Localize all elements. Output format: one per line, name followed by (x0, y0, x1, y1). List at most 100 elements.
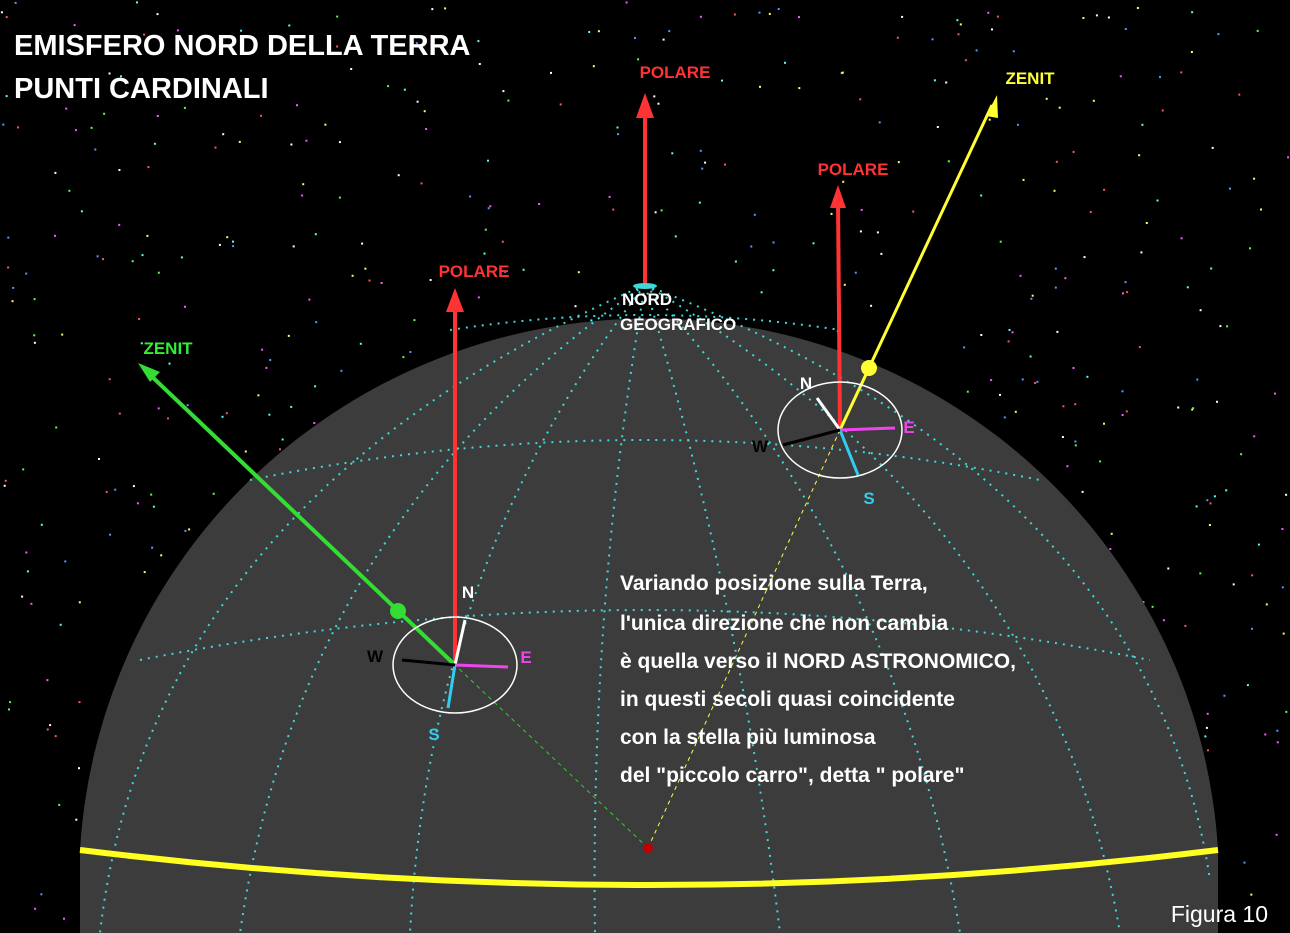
star (1199, 572, 1201, 574)
star (1082, 491, 1084, 493)
star (1152, 606, 1154, 608)
star (154, 143, 156, 145)
star (187, 404, 189, 406)
star (963, 346, 965, 348)
star (675, 235, 677, 237)
star (1141, 124, 1143, 126)
star (1159, 76, 1161, 78)
explanation-line: l'unica direzione che non cambia (620, 612, 949, 635)
star (844, 284, 846, 286)
star (1023, 179, 1025, 181)
star (257, 394, 259, 396)
star (160, 554, 162, 556)
star (41, 524, 43, 526)
star (478, 296, 480, 298)
star (181, 256, 183, 258)
star (880, 253, 882, 255)
observer (390, 603, 406, 619)
star (948, 160, 950, 162)
star (61, 334, 63, 336)
star (232, 245, 234, 247)
star (1214, 495, 1216, 497)
star (1223, 695, 1225, 697)
star (477, 40, 479, 42)
star (213, 493, 215, 495)
star (1226, 325, 1228, 327)
star (721, 80, 723, 82)
star (1274, 393, 1276, 395)
star (308, 299, 310, 301)
star (901, 16, 903, 18)
star (425, 128, 427, 130)
star (40, 893, 42, 895)
star (119, 413, 121, 415)
star (1062, 405, 1064, 407)
star (245, 451, 247, 453)
star (17, 126, 19, 128)
star (999, 394, 1001, 396)
star (430, 279, 432, 281)
star (1046, 98, 1048, 100)
star (855, 272, 857, 274)
star (1015, 411, 1017, 413)
star (64, 560, 66, 562)
star (772, 269, 774, 271)
star (653, 95, 655, 97)
star (761, 291, 763, 293)
star (912, 211, 914, 213)
star (1281, 528, 1283, 530)
star (1146, 222, 1148, 224)
star (22, 468, 24, 470)
star (369, 280, 371, 282)
star (63, 918, 65, 920)
star (103, 113, 105, 115)
star (421, 182, 423, 184)
star (1056, 331, 1058, 333)
star (1075, 444, 1077, 446)
star (1013, 50, 1015, 52)
star (97, 255, 99, 257)
star (502, 241, 504, 243)
star (1032, 295, 1034, 297)
star (424, 110, 426, 112)
star (78, 767, 80, 769)
star (655, 211, 657, 213)
star (361, 243, 363, 245)
star (1056, 161, 1058, 163)
star (1086, 376, 1088, 378)
star (282, 439, 284, 441)
star (1217, 33, 1219, 35)
star (590, 319, 592, 321)
label: GEOGRAFICO (620, 315, 736, 334)
star (898, 161, 900, 163)
star (12, 300, 14, 302)
star (1162, 110, 1164, 112)
star (102, 258, 104, 260)
star (12, 287, 14, 289)
star (279, 448, 281, 450)
star (1210, 502, 1212, 504)
star (778, 8, 780, 10)
star (1196, 379, 1198, 381)
star (1253, 435, 1255, 437)
star (588, 31, 590, 33)
star (1059, 107, 1061, 109)
star (315, 233, 317, 235)
star (25, 273, 27, 275)
star (324, 124, 326, 126)
star (1181, 237, 1183, 239)
star (671, 152, 673, 154)
star (1200, 309, 1202, 311)
star (945, 82, 947, 84)
star (754, 214, 756, 216)
east-arrow (840, 428, 895, 430)
star (232, 241, 234, 243)
star (1082, 17, 1084, 19)
label: POLARE (439, 262, 510, 281)
star (1120, 75, 1122, 77)
star (293, 245, 295, 247)
star (15, 2, 17, 4)
star (759, 86, 761, 88)
star (75, 129, 77, 131)
star (1167, 568, 1169, 570)
